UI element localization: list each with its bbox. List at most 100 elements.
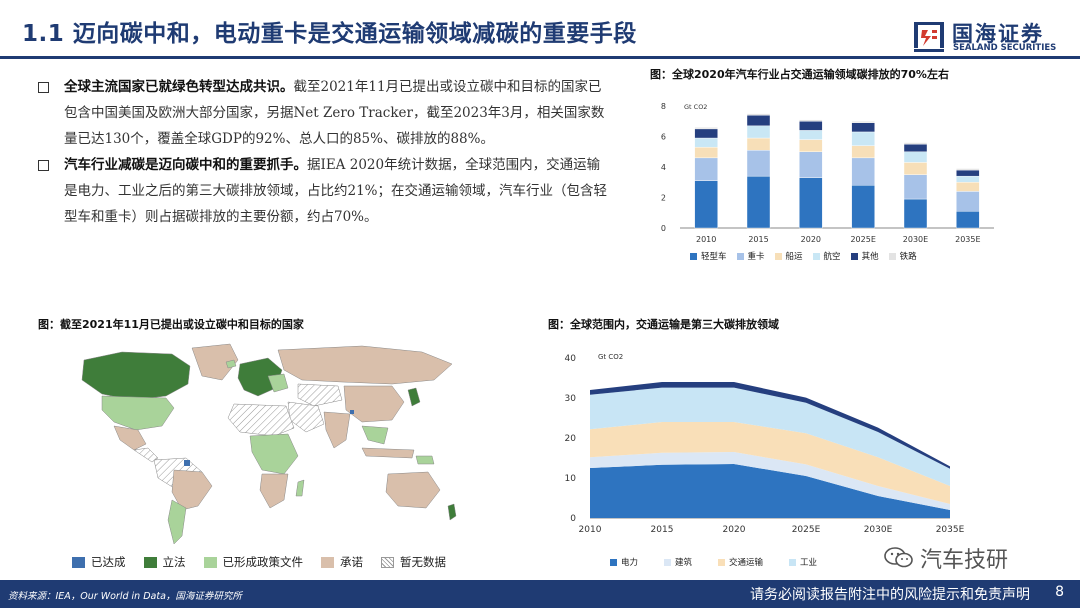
map-eastern-europe [267,373,289,393]
map-legend-label: 已形成政策文件 [222,555,304,569]
legend-label: 电力 [621,558,639,568]
emissions-bar-chart: 0 2 4 6 8 Gt CO2 2010 2015 2020 2025E 2030E 2035E [661,102,994,244]
legend-swatch [718,558,726,566]
map-iceland [225,359,237,369]
legend-item: 轻型车 [690,250,727,262]
legend-label: 航空 [823,252,841,262]
map-legend-item: 已形成政策文件 [203,554,304,570]
x-tick-label: 2010 [696,235,716,244]
legend-label: 轻型车 [701,252,727,262]
footer-disclaimer: 请务必阅读报告附注中的风险提示和免责声明 [750,587,1030,603]
bar-segment [903,174,928,200]
bar-segment [799,151,823,178]
title-divider [0,56,1080,59]
bar-segment [799,119,823,122]
legend-label: 重卡 [747,252,765,262]
map-legend-label: 已达成 [91,555,126,569]
legend-swatch [610,558,617,566]
wechat-icon [884,547,913,568]
map-india [323,411,351,449]
bar-segment [903,198,928,229]
bar-segment [851,157,875,186]
map-southeast-asia [361,425,389,445]
x-tick-label: 2030E [903,235,928,244]
map-legend-item: 暂无数据 [381,554,446,570]
bullet-item: 汽车行业减碳是迈向碳中和的重要抓手。据IEA 2020年统计数据，全球范围内，交… [38,152,608,230]
bullet-text: 截至2021年11月已提出或设立碳中和目标的国家已包含中国美国及欧洲大部分国家，… [64,79,605,147]
map-papua [415,455,435,465]
map-japan-korea [407,387,421,407]
y-tick-label: 6 [661,133,666,142]
map-legend-item: 立法 [143,554,186,570]
bar-segment [956,168,980,171]
unit-label: Gt CO2 [684,103,707,111]
bar-segment [956,169,980,177]
legend-label: 船运 [785,252,803,262]
map-africa-south [259,473,289,509]
footer-bar: 资料来源：IEA，Our World in Data，国海证券研究所 请务必阅读… [0,580,1080,608]
bullet-heading: 汽车行业减碳是迈向碳中和的重要抓手。 [64,157,307,173]
y-tick-label: 0 [661,224,666,233]
x-tick-label: 2015 [748,235,768,244]
area-chart-legend: 电力 建筑 交通运输 工业 [610,556,843,568]
wechat-watermark: 汽车技研 [884,542,1008,574]
legend-item: 航空 [812,250,841,262]
page-number: 8 [1055,584,1064,600]
map-central-america [133,447,159,463]
bar-segment [903,151,928,163]
x-tick-label: 2010 [579,525,602,535]
y-tick-label: 4 [661,163,666,172]
legend-item: 工业 [789,556,817,568]
y-tick-label: 30 [565,394,577,404]
legend-item: 建筑 [664,556,692,568]
legend-swatch [812,252,820,260]
map-madagascar [295,479,305,497]
bar-segment [694,137,718,148]
area-chart-title: 图：全球范围内，交通运输是第三大碳排放领域 [548,318,779,331]
y-tick-label: 8 [661,102,666,111]
logo-chinese-name: 国海证券 [952,22,1044,46]
bar-segment [694,180,718,229]
bar-chart-title: 图：全球2020年汽车行业占交通运输领域碳排放的70%左右 [650,68,949,81]
map-canada [81,351,191,401]
y-tick-label: 20 [565,434,577,444]
map-china [343,385,405,423]
x-tick-label: 2020 [801,235,821,244]
map-legend-swatch [203,556,217,568]
world-map [62,340,470,550]
bullet-heading: 全球主流国家已就绿色转型达成共识。 [64,79,294,95]
bar-segment [956,175,980,183]
legend-item: 交通运输 [718,556,763,568]
legend-label: 工业 [800,558,818,568]
bar-segment [746,113,771,116]
map-europe [237,357,283,397]
map-legend-label: 承诺 [340,555,363,569]
map-legend-swatch [143,556,157,568]
area-series [590,422,950,504]
bar-segment [799,139,823,152]
bar-segment [746,125,771,139]
bar-segment [903,142,928,145]
bar-segment [903,162,928,175]
page-title: 1.1 迈向碳中和，电动重卡是交通运输领域减碳的重要手段 [22,21,637,47]
legend-swatch [664,558,672,566]
legend-swatch [888,252,896,260]
map-legend-label: 立法 [162,555,186,569]
bar-segment [694,157,718,181]
bullet-list: 全球主流国家已就绿色转型达成共识。截至2021年11月已提出或设立碳中和目标的国… [38,74,608,230]
area-series [590,452,950,510]
y-tick-label: 10 [565,474,577,484]
map-russia [277,345,453,385]
unit-label: Gt CO2 [598,353,623,361]
bar-segment [851,131,875,146]
y-tick-label: 0 [570,514,576,524]
logo-english-name: SEALAND SECURITIES [953,43,1057,53]
map-south-america-south [167,499,187,545]
company-logo: 国海证券 SEALAND SECURITIES [912,18,1062,58]
bar-segment [956,191,980,212]
bar-segment [851,145,875,159]
bar-segment [799,177,823,229]
x-tick-label: 2025E [850,235,875,244]
legend-item: 船运 [774,250,803,262]
map-greenland [191,343,239,381]
